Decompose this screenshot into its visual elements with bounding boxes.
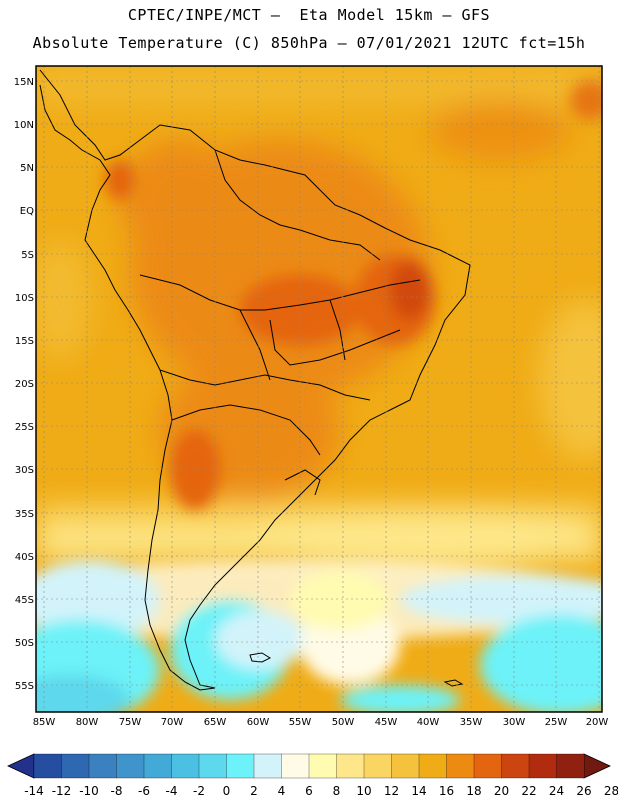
colorbar-label: 16 [439,784,454,798]
colorbar-cell [116,753,145,779]
lon-label: 50W [332,717,355,728]
colorbar-label: 12 [384,784,399,798]
colorbar-label: -2 [193,784,205,798]
colorbar-label: -12 [52,784,72,798]
lat-label: 5S [21,250,34,261]
lon-label: 45W [375,717,398,728]
colorbar-label: 0 [223,784,231,798]
colorbar-label: 22 [521,784,536,798]
lat-label: 10N [14,120,34,131]
map-title: CPTEC/INPE/MCT – Eta Model 15km – GFS [127,6,491,24]
colorbar-label: 10 [356,784,371,798]
colorbar-label: -10 [79,784,99,798]
lon-label: 25W [545,717,568,728]
colorbar-label: 2 [250,784,258,798]
lon-label: 40W [417,717,440,728]
lat-label: 15N [14,77,34,88]
lat-label: 45S [15,595,34,606]
lat-label: 50S [15,638,34,649]
colorbar-label: 24 [549,784,564,798]
colorbar-cell [418,753,447,779]
colorbar-cell [308,753,337,779]
colorbar-label: -6 [138,784,150,798]
graticule [36,66,602,712]
colorbar-cell [88,753,117,779]
colorbar-cell [253,753,282,779]
colorbar-cell [143,753,172,779]
colorbar-label: -8 [111,784,123,798]
colorbar-label: 8 [333,784,341,798]
longitude-labels: 85W 80W 75W 70W 65W 60W 55W 50W 45W 40W … [33,717,609,728]
lon-label: 20W [586,717,609,728]
colorbar-cell [336,753,365,779]
latitude-labels: 15N 10N 5N EQ 5S 10S 15S 20S 25S 30S 35S… [14,77,34,692]
colorbar-label: -14 [24,784,44,798]
lon-label: 80W [76,717,99,728]
colorbar-cell [446,753,475,779]
lon-label: 75W [119,717,142,728]
coastlines [39,69,471,691]
colorbar-cell [281,753,310,779]
lat-label: 30S [15,465,34,476]
colorbar-label: 28 [604,784,618,798]
lat-label: 20S [15,379,34,390]
lon-label: 65W [204,717,227,728]
lat-label: 55S [15,681,34,692]
lat-label: 15S [15,336,34,347]
colorbar-cell [226,753,255,779]
colorbar-cell [556,753,585,779]
lon-label: 60W [247,717,270,728]
colorbar-min-arrow [7,753,35,779]
colorbar: -14 -12 -10 -8 -6 -4 -2 0 2 4 6 8 10 12 14 16 18 20 22 24 26… [7,753,618,798]
lat-label: 40S [15,552,34,563]
colorbar-label: 6 [305,784,313,798]
lon-label: 70W [161,717,184,728]
colorbar-max-arrow [583,753,611,779]
map-subtitle: Absolute Temperature (C) 850hPa – 07/01/… [32,34,586,52]
colorbar-label: 26 [576,784,591,798]
colorbar-cell [528,753,557,779]
colorbar-label: 14 [411,784,426,798]
lon-label: 85W [33,717,56,728]
lon-label: 35W [460,717,483,728]
colorbar-cell [198,753,227,779]
colorbar-cell [473,753,502,779]
lat-label: 35S [15,509,34,520]
lat-label: 25S [15,422,34,433]
colorbar-cell [171,753,200,779]
colorbar-label: 4 [278,784,286,798]
colorbar-cell [33,753,62,779]
colorbar-cell [363,753,392,779]
plot-frame [35,65,603,713]
colorbar-cell [61,753,90,779]
lon-label: 30W [503,717,526,728]
temperature-field [36,66,602,712]
colorbar-cell [391,753,420,779]
colorbar-label: 18 [466,784,481,798]
colorbar-label: -4 [166,784,178,798]
lat-label: EQ [20,206,34,217]
colorbar-cell [501,753,530,779]
lat-label: 5N [20,163,34,174]
lon-label: 55W [289,717,312,728]
lat-label: 10S [15,293,34,304]
colorbar-label: 20 [494,784,509,798]
